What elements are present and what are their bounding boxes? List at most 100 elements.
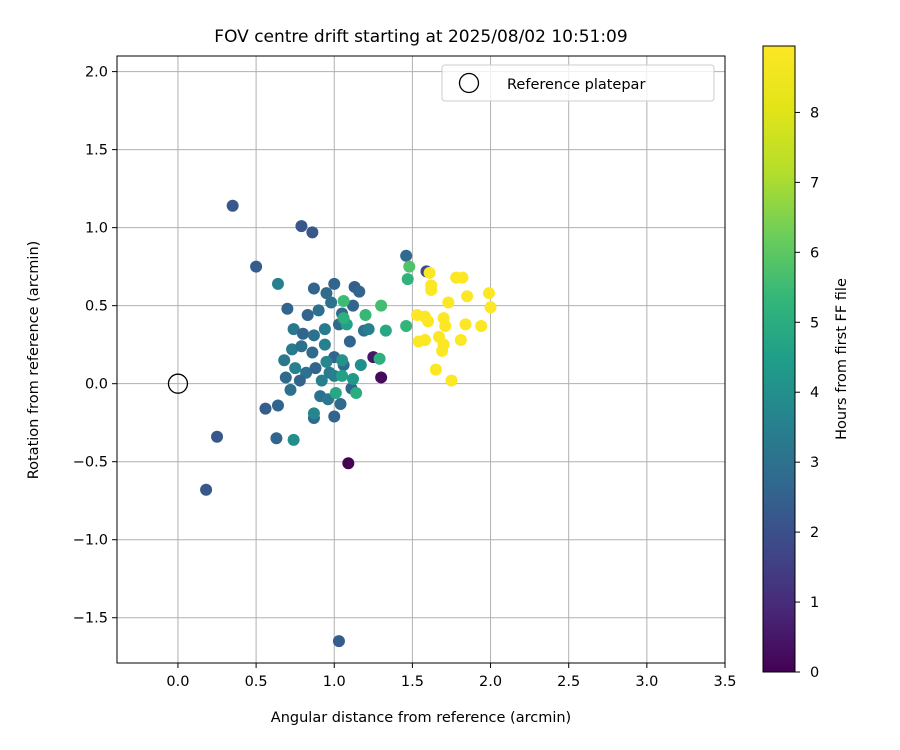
data-point: [287, 323, 300, 336]
data-point: [336, 369, 349, 382]
y-tick-label: −1.0: [73, 533, 108, 549]
x-tick-label: 1.0: [323, 674, 346, 690]
data-point: [350, 387, 363, 400]
data-point: [362, 323, 375, 336]
data-point: [306, 346, 319, 359]
plot-frame: [116, 55, 726, 664]
x-tick-label: 2.5: [557, 674, 580, 690]
colorbar-tick-label: 1: [810, 595, 819, 611]
reference-layer: [167, 373, 189, 394]
grid: [117, 56, 726, 663]
colorbar-gradient: [762, 45, 796, 673]
x-tick-label: 2.0: [479, 674, 502, 690]
data-point: [337, 294, 350, 307]
data-point: [456, 271, 469, 284]
data-point: [271, 399, 284, 412]
data-point: [320, 287, 333, 300]
legend: Reference platepar: [441, 64, 715, 102]
data-point: [459, 318, 472, 331]
data-point: [320, 355, 333, 368]
data-point: [436, 344, 449, 357]
data-point: [403, 260, 416, 273]
data-point: [422, 315, 435, 328]
data-point: [328, 277, 341, 290]
x-tick-label: 3.0: [635, 674, 658, 690]
x-tick-label: 0.5: [245, 674, 268, 690]
y-tick-label: 1.5: [85, 143, 108, 159]
data-point: [306, 226, 319, 239]
reference-point-marker: [167, 373, 189, 394]
y-tick-label: 0.5: [85, 299, 108, 315]
x-axis-ticks: 0.0 0.5 1.0 1.5 2.0 2.5 3.0 3.5: [166, 663, 737, 690]
data-point: [250, 260, 263, 273]
data-point: [301, 309, 314, 322]
data-point: [475, 319, 488, 332]
data-point: [295, 340, 308, 353]
data-point: [278, 354, 291, 367]
y-axis-label: Rotation from reference (arcmin): [26, 241, 42, 480]
data-point: [279, 371, 292, 384]
data-point: [461, 290, 474, 303]
data-point: [289, 362, 302, 375]
colorbar-tick-label: 5: [810, 315, 819, 331]
colorbar: 0 1 2 3 4 5 6 7 8 Hours from first FF file: [762, 45, 850, 681]
chart-title: FOV centre drift starting at 2025/08/02 …: [214, 27, 627, 47]
legend-marker-open-circle: [458, 72, 480, 94]
colorbar-tick-label: 3: [810, 455, 819, 471]
data-point: [373, 352, 386, 365]
colorbar-tick-label: 2: [810, 525, 819, 541]
y-tick-label: −1.5: [73, 611, 108, 627]
colorbar-tick-label: 6: [810, 245, 819, 261]
data-point: [287, 433, 300, 446]
data-point: [328, 410, 341, 423]
y-tick-label: 1.0: [85, 221, 108, 237]
data-point: [315, 374, 328, 387]
data-point: [445, 374, 458, 387]
x-axis-label: Angular distance from reference (arcmin): [271, 710, 571, 726]
x-tick-label: 3.5: [713, 674, 736, 690]
y-tick-label: 0.0: [85, 377, 108, 393]
data-point: [354, 358, 367, 371]
data-point: [332, 635, 345, 648]
y-tick-label: −0.5: [73, 455, 108, 471]
colorbar-tick-label: 0: [810, 665, 819, 681]
y-axis-ticks: −1.5 −1.0 −0.5 0.0 0.5 1.0 1.5 2.0: [73, 65, 117, 627]
data-point: [454, 333, 467, 346]
data-point: [342, 457, 355, 470]
data-point: [226, 199, 239, 212]
data-point: [425, 284, 438, 297]
data-point: [400, 319, 413, 332]
data-point: [353, 285, 366, 298]
colorbar-tick-label: 4: [810, 385, 819, 401]
data-point: [400, 249, 413, 262]
data-point: [429, 363, 442, 376]
data-point: [318, 338, 331, 351]
y-tick-label: 2.0: [85, 65, 108, 81]
data-point: [284, 383, 297, 396]
data-point: [411, 309, 424, 322]
x-tick-label: 1.5: [401, 674, 424, 690]
x-tick-label: 0.0: [166, 674, 189, 690]
colorbar-tick-label: 8: [810, 105, 819, 121]
data-point: [337, 312, 350, 325]
data-point: [375, 371, 388, 384]
data-point: [296, 327, 309, 340]
data-point: [309, 362, 322, 375]
data-point: [281, 302, 294, 315]
data-point: [325, 296, 338, 309]
data-point: [401, 273, 414, 286]
data-point: [482, 287, 495, 300]
colorbar-label: Hours from first FF file: [834, 278, 850, 440]
data-point: [484, 301, 497, 314]
data-point: [375, 299, 388, 312]
data-point: [312, 304, 325, 317]
data-point: [442, 296, 455, 309]
legend-box: [441, 64, 715, 102]
data-point: [347, 373, 360, 386]
data-point: [307, 282, 320, 295]
data-point: [200, 483, 213, 496]
data-point: [286, 343, 299, 356]
data-point: [418, 333, 431, 346]
data-point: [379, 324, 392, 337]
data-point: [307, 407, 320, 420]
